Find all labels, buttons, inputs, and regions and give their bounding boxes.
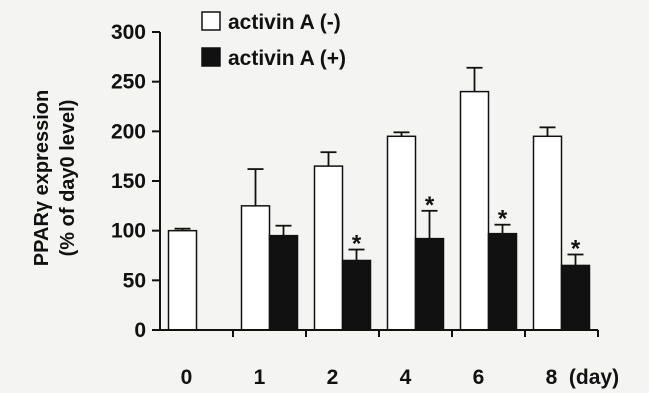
bar-activin-minus <box>386 135 417 331</box>
legend-swatch <box>201 47 221 67</box>
bar-activin-plus <box>414 237 445 331</box>
x-tick-label: 2 <box>327 366 339 389</box>
y-axis-label-line2: (% of day0 level) <box>57 100 79 257</box>
bar-activin-minus <box>240 205 271 331</box>
y-tick-label: 250 <box>111 71 146 94</box>
bar-activin-plus <box>268 234 299 331</box>
x-axis-unit: (day) <box>569 366 619 389</box>
y-tick-label: 0 <box>134 319 146 342</box>
legend: activin A (-) activin A (+) <box>201 11 346 70</box>
y-axis-label: PPARγ expression (% of day0 level) <box>31 90 79 266</box>
bars-group: * * * * <box>167 66 591 331</box>
x-tick-label: 0 <box>181 366 193 389</box>
bar-activin-plus <box>487 232 518 331</box>
bar-activin-minus <box>313 165 344 331</box>
significance-marker: * <box>498 206 508 233</box>
x-axis-ticks: 0 1 2 4 6 8 <box>181 330 599 389</box>
bar-activin-plus <box>560 264 591 331</box>
x-tick-label: 1 <box>254 366 266 389</box>
legend-label: activin A (+) <box>228 47 346 70</box>
x-tick-label: 8 <box>546 366 558 389</box>
significance-marker: * <box>571 236 581 263</box>
legend-swatch <box>201 11 221 31</box>
y-tick-label: 150 <box>111 170 146 193</box>
bar-activin-minus <box>532 135 563 331</box>
x-tick-label: 6 <box>473 366 485 389</box>
bar-activin-plus <box>341 259 372 331</box>
y-tick-label: 200 <box>111 120 146 143</box>
axes <box>159 32 598 331</box>
bar-activin-minus <box>167 229 198 331</box>
y-tick-label: 300 <box>111 21 146 44</box>
x-tick-label: 4 <box>400 366 412 389</box>
significance-marker: * <box>352 231 362 258</box>
y-axis-ticks: 0 50 100 150 200 250 300 <box>111 21 160 342</box>
significance-marker: * <box>425 192 435 219</box>
legend-label: activin A (-) <box>228 11 341 34</box>
bar-activin-minus <box>459 90 490 331</box>
y-axis-label-line1: PPARγ expression <box>31 90 53 266</box>
y-tick-label: 100 <box>111 220 146 243</box>
y-tick-label: 50 <box>123 269 146 292</box>
